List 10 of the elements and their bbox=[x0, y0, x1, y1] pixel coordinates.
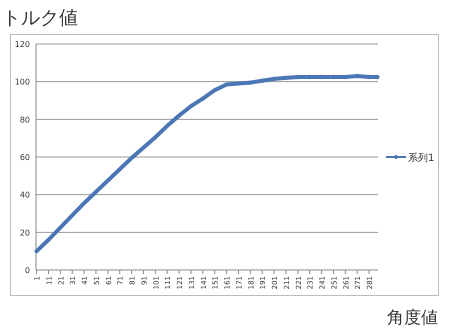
legend-label: 系列1 bbox=[408, 152, 434, 164]
chart-title: トルク値 bbox=[2, 7, 78, 29]
y-tick-label: 20 bbox=[20, 228, 30, 238]
y-tick-label: 0 bbox=[24, 266, 30, 275]
x-axis-title: 角度値 bbox=[387, 308, 438, 328]
y-tick-label: 60 bbox=[20, 153, 30, 162]
y-tick-label: 120 bbox=[14, 40, 30, 49]
y-tick-label: 40 bbox=[20, 190, 30, 200]
y-tick-label: 80 bbox=[20, 115, 30, 124]
y-tick-label: 100 bbox=[14, 78, 30, 87]
